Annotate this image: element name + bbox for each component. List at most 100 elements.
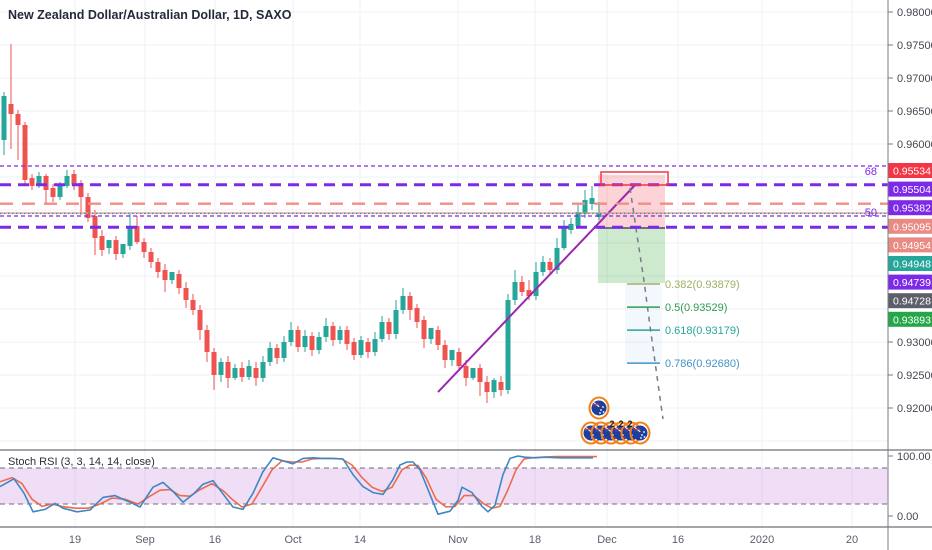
candle-body: [50, 188, 56, 197]
candle-body: [22, 124, 28, 180]
candle-body: [519, 282, 525, 292]
price-label-badge: [888, 256, 932, 271]
candle-body: [561, 228, 567, 249]
time-axis-label: 2020: [750, 534, 774, 546]
price-label-badge: [888, 218, 932, 234]
price-tick-label: 0.92000: [897, 403, 932, 415]
candle-body: [379, 322, 385, 340]
sticker-ring-icon: [588, 396, 610, 420]
time-axis-label: 20: [846, 534, 858, 546]
candle-body: [106, 240, 112, 249]
candle-body: [197, 309, 203, 330]
candle-body: [127, 225, 133, 246]
candle-body: [64, 176, 70, 186]
time-axis-label: Oct: [284, 534, 301, 546]
candle-body: [386, 322, 392, 335]
fib-level-label: 0.618(0.93179): [665, 325, 740, 337]
stoch-k-line[interactable]: [0, 455, 593, 516]
candle-body: [162, 269, 168, 281]
price-label-badge: [888, 181, 932, 197]
candle-body: [421, 320, 427, 340]
candle-body: [155, 262, 161, 272]
candle-body: [274, 348, 280, 358]
candle-body: [575, 211, 581, 226]
candle-body: [218, 361, 224, 375]
candle-body: [442, 344, 448, 361]
candle-body: [99, 236, 105, 250]
candle-body: [477, 368, 483, 382]
candle-body: [211, 352, 217, 375]
candle-body: [533, 271, 539, 296]
candle-body: [582, 199, 588, 215]
sticker-count: 2: [627, 419, 632, 429]
candle-body: [36, 176, 42, 186]
sticker-count: 2: [609, 419, 614, 429]
trendline[interactable]: [437, 183, 637, 393]
price-label-badge-text: 0.94948: [893, 259, 931, 271]
short-position-reward-zone[interactable]: [598, 227, 665, 284]
time-axis-label: Dec: [597, 534, 617, 546]
price-label-badge: [888, 200, 932, 216]
candle-body: [484, 381, 490, 393]
price-label-badge: [888, 163, 932, 178]
candle-body: [407, 295, 413, 310]
fib-level-label: 0.786(0.92680): [665, 358, 740, 370]
candle-body: [246, 366, 252, 377]
candle-body: [190, 300, 196, 310]
candle-body: [344, 329, 350, 344]
candle-body: [358, 340, 364, 356]
candle-body: [295, 329, 301, 348]
candle-body: [1, 96, 7, 140]
time-axis-label: 16: [209, 534, 221, 546]
candle-body: [71, 174, 77, 185]
flag-star: [600, 409, 602, 411]
candle-body: [8, 104, 14, 114]
candle-body: [568, 223, 574, 230]
candle-body: [309, 335, 315, 350]
candle-body: [148, 251, 154, 263]
stoch-d-line[interactable]: [0, 455, 597, 510]
level-label-68: 68: [865, 166, 877, 178]
candle-body: [526, 289, 532, 296]
candle-body: [113, 240, 119, 255]
candle-body: [85, 196, 91, 218]
price-label-badge-text: 0.95504: [893, 184, 931, 196]
candle-body: [428, 328, 434, 340]
candle-body: [260, 361, 266, 378]
time-axis-label: 16: [672, 534, 684, 546]
candle-body: [512, 282, 518, 301]
flag-star: [599, 412, 601, 414]
sticker-count: 2: [618, 419, 623, 429]
candle-body: [239, 368, 245, 377]
candle-body: [449, 349, 455, 361]
symbol-title: New Zealand Dollar/Australian Dollar, 1D…: [8, 8, 292, 22]
candle-body: [183, 288, 189, 301]
flag-star: [641, 434, 643, 436]
candle-body: [372, 339, 378, 353]
price-label-badge-text: 0.94739: [893, 277, 931, 289]
candle-body: [57, 185, 63, 197]
candle-body: [204, 329, 210, 353]
fib-retracement-area[interactable]: [625, 283, 662, 364]
level-label-50: 50: [865, 207, 877, 219]
drawn-rectangle[interactable]: [600, 171, 669, 186]
candle-body: [400, 295, 406, 310]
stoch-band: [0, 468, 888, 504]
candle-body: [505, 300, 511, 390]
price-label-badge-text: 0.94954: [893, 240, 931, 252]
candle-body: [337, 329, 343, 341]
candle-body: [316, 336, 322, 350]
flag-star: [643, 431, 645, 433]
time-axis-label: 14: [354, 534, 366, 546]
candle-body: [393, 309, 399, 335]
candle-body: [491, 380, 497, 393]
price-label-badge: [888, 237, 932, 253]
